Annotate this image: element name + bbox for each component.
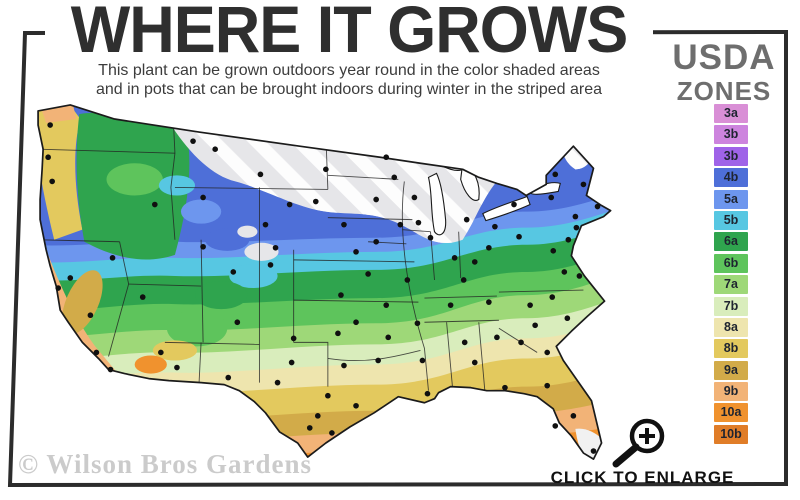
subtitle-line1: This plant can be grown outdoors year ro… <box>98 62 600 79</box>
zone-chip: 7a <box>714 275 748 295</box>
city-dots <box>45 122 601 454</box>
us-zone-map[interactable] <box>24 88 676 474</box>
zone-chip: 10a <box>714 403 748 423</box>
zone-chip: 4b <box>714 168 748 188</box>
zone-chip: 3b <box>714 125 748 145</box>
legend-title-zones: ZONES <box>676 76 772 106</box>
zone-chip: 5a <box>714 189 748 209</box>
us-outline <box>37 104 612 460</box>
us-zone-map-svg <box>37 104 612 460</box>
state-borders <box>38 110 584 391</box>
zone-chip: 6a <box>714 232 748 252</box>
zone-chip: 9a <box>714 360 748 380</box>
zone-chip: 7b <box>714 296 748 316</box>
legend-title-usda: USDA <box>672 38 776 77</box>
magnifier-plus-icon[interactable] <box>602 408 672 468</box>
zone-chip: 10b <box>714 424 748 444</box>
zone-legend: 3a 3b 3b 4b 5a 5b 6a 6b 7a 7b 8a 8b 9a 9b 10a 10b <box>714 104 748 446</box>
zone-chip: 9b <box>714 382 748 402</box>
zone-chip: 3b <box>714 146 748 166</box>
enlarge-cta[interactable]: CLICK TO ENLARGE <box>540 406 745 492</box>
watermark: © Wilson Bros Gardens <box>18 449 312 479</box>
page-title: WHERE IT GROWS <box>70 0 628 67</box>
zone-chip: 3a <box>714 104 748 123</box>
zone-chip: 8a <box>714 317 748 337</box>
zone-chip: 5b <box>714 210 748 230</box>
legend-title: USDA ZONES <box>658 40 790 104</box>
zone-chip: 6b <box>714 253 748 273</box>
subtitle-line2: and in pots that can be brought indoors … <box>95 80 603 98</box>
title-block: WHERE IT GROWS This plant can be grown o… <box>45 0 653 98</box>
zone-chip: 8b <box>714 339 748 359</box>
enlarge-label[interactable]: CLICK TO ENLARGE <box>550 468 735 487</box>
